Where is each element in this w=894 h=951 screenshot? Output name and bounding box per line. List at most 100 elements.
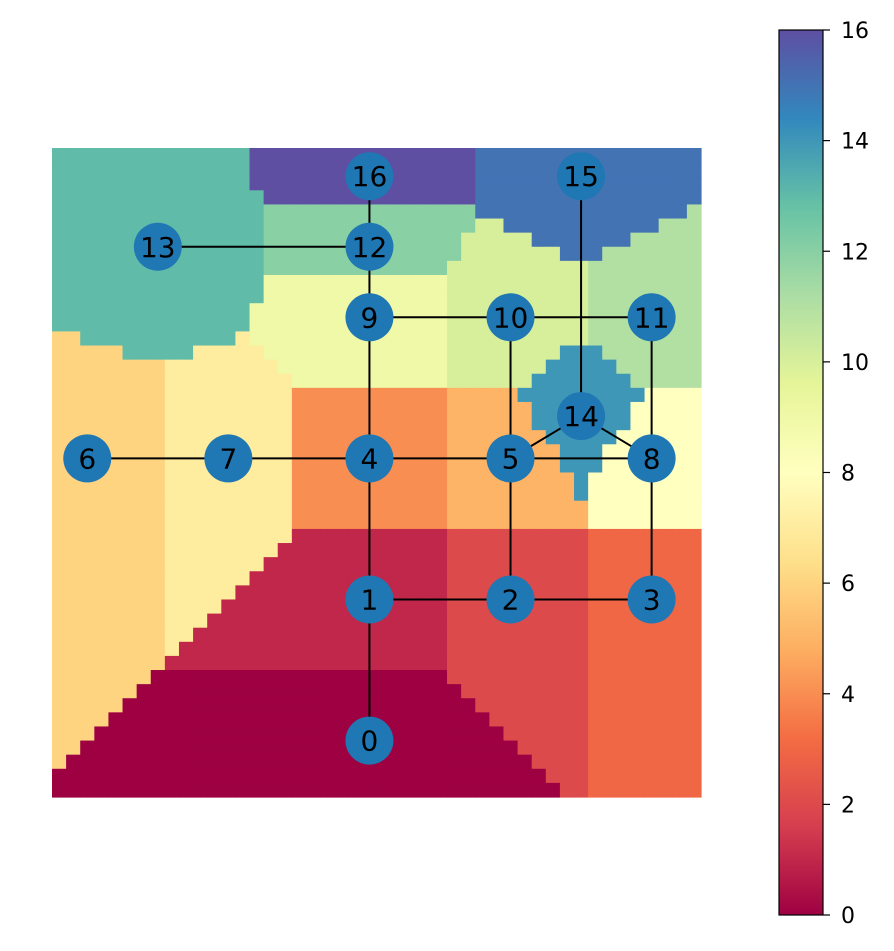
heatmap-cell [136,401,152,417]
heatmap-cell [94,204,110,220]
heatmap-cell [545,430,561,445]
heatmap-cell [588,571,603,586]
heatmap-cell [418,373,434,389]
heatmap-cell [52,148,67,163]
heatmap-cell [263,260,279,276]
heatmap-cell [489,148,505,163]
heatmap-cell [432,162,448,177]
heatmap-cell [686,599,702,615]
heatmap-cell [475,712,490,728]
heatmap-cell [574,472,589,488]
heatmap-cell [66,162,81,177]
heatmap-cell [672,782,688,798]
heatmap-cell [320,345,335,361]
heatmap-cell [193,543,208,558]
node-marker [345,222,394,271]
heatmap-cell [475,726,490,742]
heatmap-cell [235,528,251,544]
heatmap-cell [164,416,180,431]
heatmap-cell [164,345,180,361]
heatmap-cell [164,655,180,671]
heatmap-cell [616,289,632,304]
heatmap-cell [630,670,646,685]
heatmap-cell [94,345,110,361]
heatmap-cell [305,176,321,191]
heatmap-cell [574,528,589,544]
heatmap-cell [334,232,349,248]
heatmap-cell [164,528,180,544]
heatmap-cell [559,500,575,516]
heatmap-cell [164,500,180,516]
node-label: 12 [352,231,388,264]
heatmap-cell [602,204,617,220]
node-marker [345,152,394,201]
heatmap-cell [531,303,547,318]
heatmap-cell [630,655,646,671]
heatmap-cell [80,218,95,234]
heatmap-cell [164,148,180,163]
heatmap-cell [80,204,95,220]
heatmap-cell [475,486,490,502]
heatmap-cell [320,317,335,333]
heatmap-cell [108,190,124,206]
heatmap-cell [432,571,448,586]
heatmap-cell [475,684,490,699]
heatmap-cell [207,331,222,347]
heatmap-cell [150,514,166,530]
heatmap-cell [588,627,603,643]
heatmap-cell [249,274,265,290]
heatmap-cell [461,698,476,713]
heatmap-cell [66,613,81,629]
heatmap-cell [686,585,702,601]
heatmap-cell [559,204,575,220]
heatmap-cell [432,670,448,685]
heatmap-cell [545,500,561,516]
heatmap-cell [207,232,222,248]
graph-node-16: 16 [345,152,394,201]
heatmap-cell [305,641,321,657]
heatmap-cell [574,627,589,643]
heatmap-cell [291,317,307,333]
heatmap-cell [390,472,406,488]
heatmap-cell [277,331,293,347]
heatmap-cell [178,585,194,601]
heatmap-cell [489,500,505,516]
heatmap-cell [52,246,67,262]
heatmap-cell [503,712,519,728]
heatmap-cell [574,754,589,770]
heatmap-cell [122,543,138,558]
heatmap-cell [602,613,617,629]
heatmap-cell [588,472,603,488]
heatmap-cell [461,782,476,798]
heatmap-cell [686,331,702,347]
heatmap-cell [80,613,95,629]
heatmap-cell [602,557,617,572]
heatmap-cell [475,641,490,657]
heatmap-cell [122,768,138,784]
heatmap-cell [686,359,702,375]
heatmap-cell [475,585,490,601]
heatmap-cell [291,401,307,417]
heatmap-cell [418,528,434,544]
heatmap-cell [80,148,95,163]
heatmap-cell [418,345,434,361]
heatmap-cell [66,401,81,417]
heatmap-cell [136,712,152,728]
heatmap-cell [80,726,95,742]
heatmap-cell [616,444,632,459]
heatmap-cell [658,190,674,206]
heatmap-cell [136,670,152,685]
heatmap-cell [94,148,110,163]
heatmap-cell [94,401,110,417]
heatmap-cell [404,571,420,586]
heatmap-cell [263,627,279,643]
heatmap-cell [263,599,279,615]
heatmap-cell [108,528,124,544]
heatmap-cell [66,331,81,347]
heatmap-cell [418,698,434,713]
heatmap-cell [164,204,180,220]
heatmap-cell [517,148,533,163]
heatmap-cell [559,655,575,671]
heatmap-cell [418,416,434,431]
heatmap-cell [263,373,279,389]
